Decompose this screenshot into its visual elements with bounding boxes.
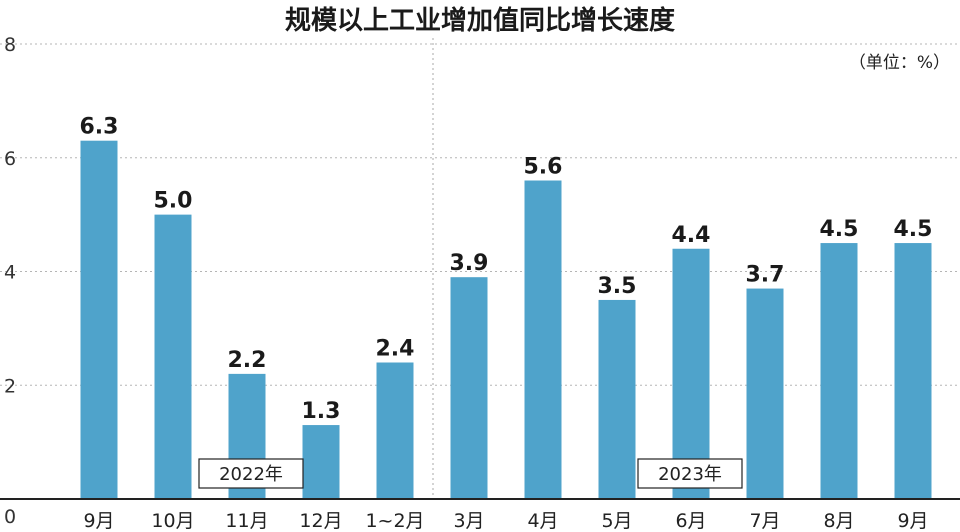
data-label: 3.7 bbox=[746, 263, 785, 288]
x-tick-label: 9月 bbox=[897, 510, 928, 532]
bar bbox=[376, 362, 414, 499]
data-label: 4.4 bbox=[672, 223, 711, 248]
y-tick-label: 6 bbox=[4, 148, 16, 170]
x-tick-label: 12月 bbox=[299, 510, 342, 532]
x-tick-label: 8月 bbox=[823, 510, 854, 532]
bar bbox=[154, 214, 192, 499]
bar bbox=[672, 248, 710, 499]
bar bbox=[598, 299, 636, 499]
x-tick-label: 7月 bbox=[749, 510, 780, 532]
data-label: 2.2 bbox=[228, 348, 267, 373]
year-label-box bbox=[637, 458, 743, 489]
year-label-box bbox=[198, 458, 304, 489]
y-tick-label: 8 bbox=[4, 34, 16, 56]
unit-label: （单位：%） bbox=[849, 53, 950, 73]
x-axis: 9月 10月 11月 12月 1~2月 3月 4月 5月 6月 7月 8月 9月 bbox=[0, 498, 960, 532]
x-tick-label: 10月 bbox=[151, 510, 194, 532]
data-label: 6.3 bbox=[80, 115, 119, 140]
bar bbox=[524, 180, 562, 499]
x-tick-label: 1~2月 bbox=[365, 510, 424, 532]
data-label: 5.6 bbox=[524, 155, 563, 180]
x-tick-label: 11月 bbox=[225, 510, 268, 532]
y-axis: 0 2 4 6 8 bbox=[4, 34, 16, 528]
x-tick-label: 6月 bbox=[675, 510, 706, 532]
y-tick-label: 0 bbox=[4, 506, 16, 528]
year-label: 2023年 bbox=[658, 464, 722, 485]
data-label: 2.4 bbox=[376, 337, 415, 362]
data-label: 1.3 bbox=[302, 399, 341, 424]
y-tick-label: 4 bbox=[4, 262, 16, 284]
chart-title: 规模以上工业增加值同比增长速度 bbox=[285, 5, 675, 36]
bar bbox=[450, 277, 488, 499]
data-label: 4.5 bbox=[820, 217, 859, 242]
y-tick-label: 2 bbox=[4, 375, 16, 397]
x-tick-label: 5月 bbox=[601, 510, 632, 532]
x-tick-label: 4月 bbox=[527, 510, 558, 532]
year-groups: 2022年 2023年 bbox=[198, 458, 743, 489]
year-label: 2022年 bbox=[219, 464, 283, 485]
data-label: 5.0 bbox=[154, 189, 193, 214]
data-label: 3.5 bbox=[598, 274, 637, 299]
bar bbox=[80, 140, 118, 499]
bars: 6.3 5.0 2.2 1.3 2.4 3.9 5.6 3.5 4.4 3.7 4.5 4.5 bbox=[80, 115, 933, 499]
x-tick-label: 3月 bbox=[453, 510, 484, 532]
bar bbox=[746, 288, 784, 499]
bar bbox=[820, 243, 858, 499]
data-label: 3.9 bbox=[450, 251, 489, 276]
data-label: 4.5 bbox=[894, 217, 933, 242]
bar bbox=[894, 243, 932, 499]
x-tick-label: 9月 bbox=[83, 510, 114, 532]
bar bbox=[302, 425, 340, 499]
